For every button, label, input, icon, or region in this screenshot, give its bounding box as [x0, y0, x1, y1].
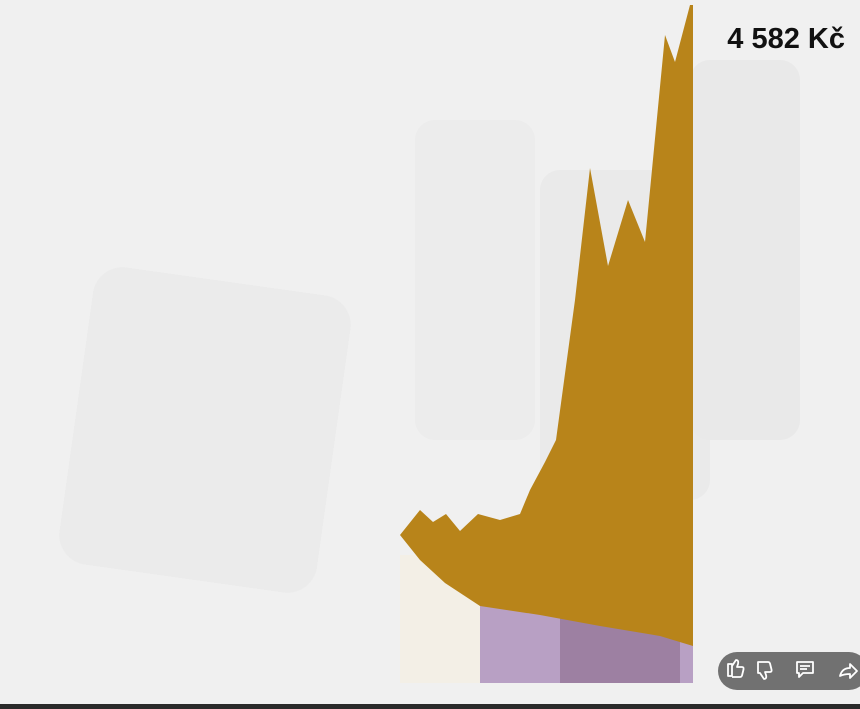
bottom-bar — [0, 704, 860, 709]
page: {"video_overlay": {"price": "4 582 Kč"}}… — [0, 0, 860, 709]
bg-shape — [415, 120, 535, 440]
video-frame: 4 582 Kč — [0, 0, 860, 709]
action-bar — [718, 652, 860, 690]
bg-shape — [690, 60, 800, 440]
bg-shape — [55, 263, 354, 596]
price-label: 4 582 Kč — [727, 23, 845, 55]
